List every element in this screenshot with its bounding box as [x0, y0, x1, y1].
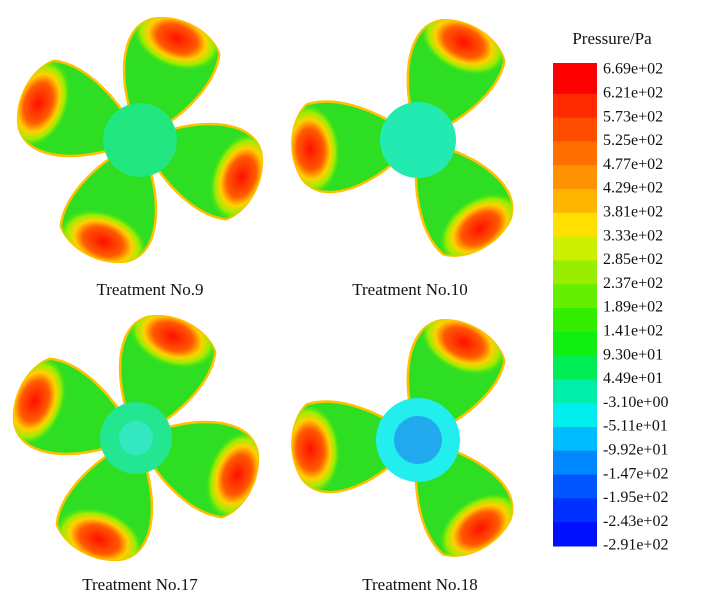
colorbar-band	[553, 427, 597, 452]
legend-label: 1.41e+02	[603, 322, 663, 339]
caption: Treatment No.17	[82, 575, 198, 594]
colorbar-band	[553, 260, 597, 285]
colorbar-band	[553, 117, 597, 142]
propeller	[276, 295, 534, 579]
legend-label: -2.43e+02	[603, 513, 668, 530]
colorbar-band	[553, 212, 597, 238]
legend-label: -2.91e+02	[603, 537, 668, 554]
caption: Treatment No.10	[352, 280, 468, 299]
legend-label: 4.29e+02	[603, 180, 663, 197]
legend-label: -5.11e+01	[603, 418, 668, 435]
colorbar-band	[553, 331, 597, 357]
legend-label: 3.81e+02	[603, 203, 663, 220]
colorbar-band	[553, 522, 597, 547]
legend-label: 5.73e+02	[603, 108, 663, 125]
colorbar-band	[553, 308, 597, 333]
colorbar-band	[553, 403, 597, 428]
legend-label: 2.85e+02	[603, 251, 663, 268]
colorbar-band	[553, 355, 597, 380]
colorbar-band	[553, 284, 597, 309]
legend-label: 4.77e+02	[603, 156, 663, 173]
colorbar-band	[553, 63, 597, 95]
legend-label: 5.25e+02	[603, 132, 663, 149]
propeller	[0, 0, 285, 285]
colorbar-band	[553, 141, 597, 166]
colorbar-band	[553, 236, 597, 261]
colorbar-band	[553, 165, 597, 190]
legend-label: -1.47e+02	[603, 465, 668, 482]
colorbar-band	[553, 189, 597, 214]
legend-label: -9.92e+01	[603, 441, 668, 458]
propeller	[276, 0, 534, 280]
propeller	[0, 293, 281, 584]
colorbar-band	[553, 450, 597, 476]
colorbar-band	[553, 474, 597, 499]
legend-label: 6.21e+02	[603, 84, 663, 101]
legend-label: 6.69e+02	[603, 61, 663, 78]
colorbar-band	[553, 93, 597, 119]
colorbar-band	[553, 498, 597, 523]
legend-label: 4.49e+01	[603, 370, 663, 387]
colorbar-band	[553, 379, 597, 404]
colorbar: 6.69e+02 6.21e+02 5.73e+02 5.25e+02 4.77e+02…	[553, 61, 668, 554]
legend-title: Pressure/Pa	[572, 29, 652, 48]
caption: Treatment No.9	[96, 280, 203, 299]
legend-label: 2.37e+02	[603, 275, 663, 292]
legend-label: -3.10e+00	[603, 394, 668, 411]
legend-label: 9.30e+01	[603, 346, 663, 363]
legend-label: 1.89e+02	[603, 299, 663, 316]
caption: Treatment No.18	[362, 575, 478, 594]
legend-label: 3.33e+02	[603, 227, 663, 244]
legend-label: -1.95e+02	[603, 489, 668, 506]
